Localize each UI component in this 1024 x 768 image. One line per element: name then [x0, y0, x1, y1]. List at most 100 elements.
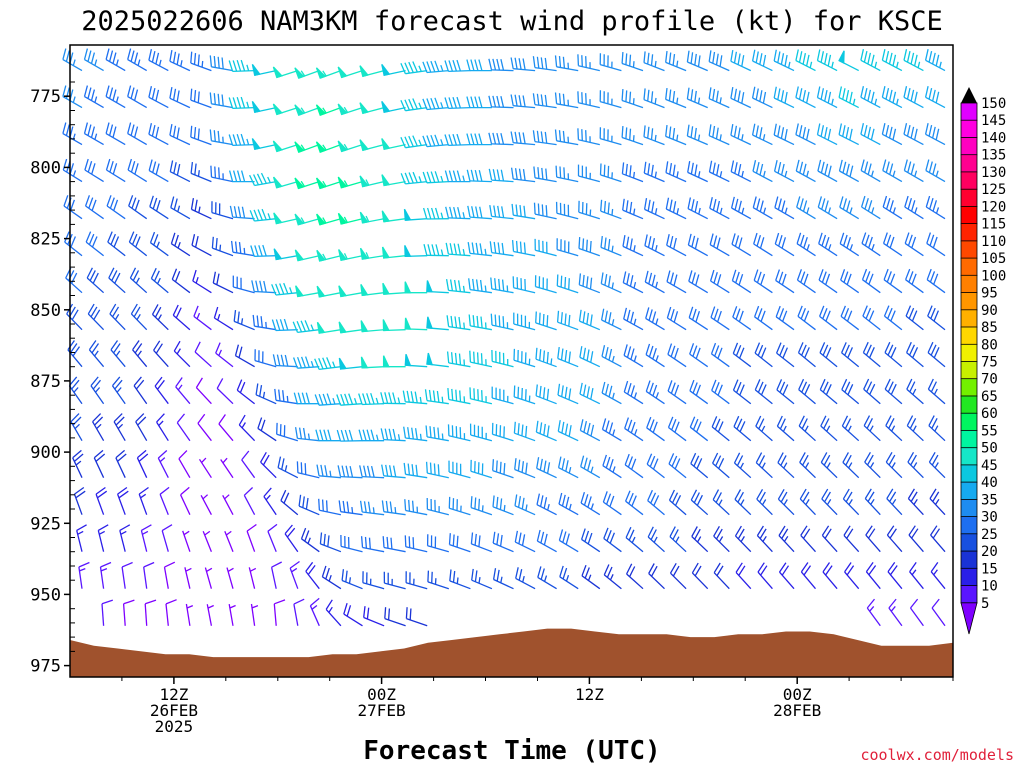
wind-barb [185, 603, 194, 626]
wind-barb [667, 416, 687, 442]
wind-barb [294, 67, 320, 79]
wind-barb [422, 207, 449, 220]
wind-barb [599, 163, 622, 183]
wind-barb [603, 527, 622, 553]
wind-barb [447, 388, 471, 405]
wind-barb [710, 342, 730, 368]
wind-barb [272, 176, 298, 189]
wind-barb [778, 525, 795, 553]
wind-barb [710, 306, 730, 331]
colorbar-label: 40 [981, 475, 998, 491]
colorbar-swatch [960, 464, 978, 483]
wind-barb [865, 562, 881, 590]
wind-barb [600, 236, 622, 257]
wind-barb [623, 307, 644, 331]
wind-barb [644, 270, 665, 294]
x-axis-label: Forecast Time (UTC) [363, 736, 660, 766]
wind-barb [734, 525, 752, 553]
wind-barb [254, 349, 277, 368]
wind-barb [73, 486, 86, 515]
colorbar-label: 105 [981, 251, 1006, 267]
wind-barb [135, 413, 148, 442]
wind-barb [382, 319, 406, 332]
chart-title: 2025022606 NAM3KM forecast wind profile … [81, 6, 943, 37]
wind-barb [121, 561, 133, 589]
wind-barb [209, 129, 234, 146]
colorbar-label: 5 [981, 596, 989, 612]
wind-barb [775, 305, 795, 331]
wind-barb [149, 195, 169, 220]
wind-barb [816, 49, 838, 72]
wind-barb [578, 273, 601, 294]
wind-barb [510, 167, 536, 183]
wind-barb [881, 123, 903, 146]
colorbar-swatch [960, 447, 978, 466]
wind-barb [885, 451, 903, 479]
wind-barb [821, 488, 838, 516]
wind-barb [359, 465, 385, 479]
wind-barb [381, 210, 406, 223]
wind-barb [382, 536, 406, 553]
wind-barb [300, 527, 320, 553]
wind-barb [513, 312, 536, 331]
wind-barb [448, 460, 471, 479]
wind-barb [599, 53, 622, 72]
colorbar-swatch [960, 550, 978, 569]
wind-barb [400, 135, 428, 149]
wind-barb [799, 488, 816, 516]
wind-barb [668, 453, 687, 479]
wind-barb [863, 378, 881, 405]
wind-barb [709, 269, 730, 294]
wind-barb [210, 165, 234, 183]
wind-barb [864, 488, 881, 516]
wind-barb [800, 562, 816, 590]
wind-barb [648, 563, 665, 590]
wind-barb [316, 213, 342, 226]
wind-barb [360, 536, 385, 553]
wind-barb [319, 532, 342, 553]
wind-barb [489, 241, 514, 257]
wind-barb [151, 304, 169, 331]
colorbar-swatch [960, 378, 978, 397]
wind-barb [380, 392, 406, 405]
wind-barb [233, 310, 255, 331]
wind-barb [643, 88, 665, 109]
colorbar-swatch [960, 240, 978, 259]
wind-barb [337, 103, 363, 116]
wind-barb [163, 561, 176, 589]
wind-barb [316, 249, 342, 262]
wind-barb [643, 51, 665, 72]
colorbar-swatch [960, 137, 978, 156]
wind-barb [140, 524, 152, 552]
wind-barb [271, 282, 298, 296]
wind-barb [274, 388, 298, 405]
wind-barb [213, 306, 234, 331]
wind-barb [169, 49, 191, 72]
colorbar-swatch [960, 326, 978, 345]
colorbar-swatch [960, 274, 978, 294]
wind-barb [72, 449, 84, 478]
wind-barb [733, 415, 752, 442]
wind-barb [400, 171, 428, 185]
wind-barb [532, 130, 557, 146]
wind-barb [169, 86, 191, 109]
wind-barb [128, 195, 148, 220]
wind-barb [381, 174, 406, 187]
wind-barb [860, 123, 881, 146]
wind-barb [338, 249, 363, 261]
wind-barb [600, 199, 622, 220]
wind-barb [445, 242, 471, 257]
colorbar-label: 45 [981, 458, 998, 474]
wind-barb [448, 496, 471, 516]
wind-barb [97, 524, 109, 552]
wind-barb [666, 270, 687, 294]
wind-barb [623, 344, 644, 368]
wind-barb [359, 139, 385, 152]
wind-barb [903, 123, 924, 146]
colorbar-swatch [960, 188, 978, 208]
wind-barb [603, 564, 622, 590]
wind-barb [470, 532, 493, 553]
wind-barb [178, 450, 191, 479]
colorbar-label: 35 [981, 492, 998, 508]
wind-barb [127, 85, 148, 109]
